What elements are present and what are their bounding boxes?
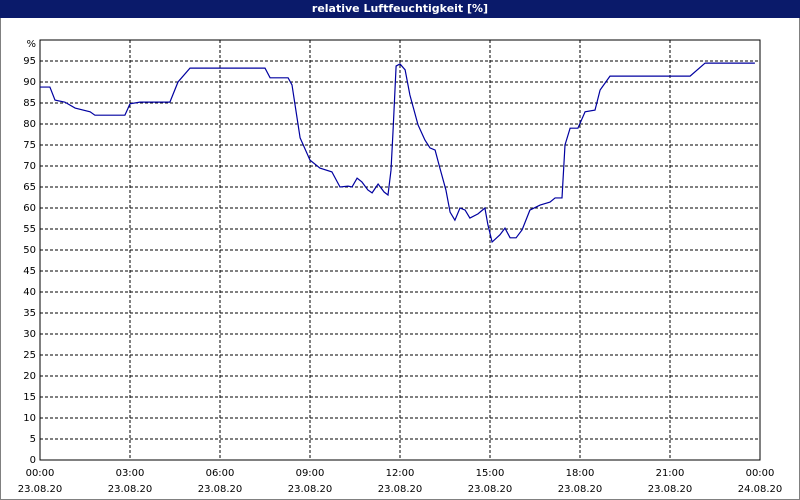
y-tick-label: 25 — [23, 350, 36, 361]
y-tick-label: 50 — [23, 245, 36, 256]
y-tick-label: 40 — [23, 287, 36, 298]
plot-frame — [39, 39, 761, 461]
x-tick-label: 12:00 — [386, 468, 415, 479]
x-tick-label: 06:00 — [206, 468, 235, 479]
x-tick-date: 23.08.20 — [18, 484, 63, 495]
chart-title: relative Luftfeuchtigkeit [%] — [312, 2, 488, 15]
y-tick-label: 70 — [23, 161, 36, 172]
x-tick-label: 09:00 — [296, 468, 325, 479]
x-tick-date: 24.08.20 — [738, 484, 783, 495]
y-tick-label: 95 — [23, 56, 36, 67]
x-tick-date: 23.08.20 — [558, 484, 603, 495]
y-tick-label: 65 — [23, 182, 36, 193]
y-tick-label: 80 — [23, 119, 36, 130]
x-tick-date: 23.08.20 — [468, 484, 513, 495]
y-tick-label: 35 — [23, 308, 36, 319]
x-tick-date: 23.08.20 — [198, 484, 243, 495]
x-tick-date: 23.08.20 — [288, 484, 333, 495]
x-tick-date: 23.08.20 — [378, 484, 423, 495]
y-tick-label: 85 — [23, 98, 36, 109]
x-tick-date: 23.08.20 — [108, 484, 153, 495]
y-tick-label: 75 — [23, 140, 36, 151]
x-tick-date: 23.08.20 — [648, 484, 693, 495]
y-tick-label: 5 — [30, 434, 36, 445]
y-unit: % — [26, 39, 36, 50]
y-tick-label: 0 — [30, 455, 36, 466]
y-tick-label: 90 — [23, 77, 36, 88]
y-tick-label: 10 — [23, 413, 36, 424]
x-tick-label: 00:00 — [746, 468, 775, 479]
y-tick-label: 55 — [23, 224, 36, 235]
line-series — [40, 62, 755, 244]
y-tick-label: 30 — [23, 329, 36, 340]
y-tick-label: 20 — [23, 371, 36, 382]
y-tick-label: 45 — [23, 266, 36, 277]
x-tick-label: 21:00 — [656, 468, 685, 479]
x-tick-label: 15:00 — [476, 468, 505, 479]
x-tick-label: 00:00 — [26, 468, 55, 479]
x-tick-label: 18:00 — [566, 468, 595, 479]
x-tick-label: 03:00 — [116, 468, 145, 479]
y-tick-label: 15 — [23, 392, 36, 403]
y-tick-label: 60 — [23, 203, 36, 214]
title-bar — [0, 0, 800, 18]
